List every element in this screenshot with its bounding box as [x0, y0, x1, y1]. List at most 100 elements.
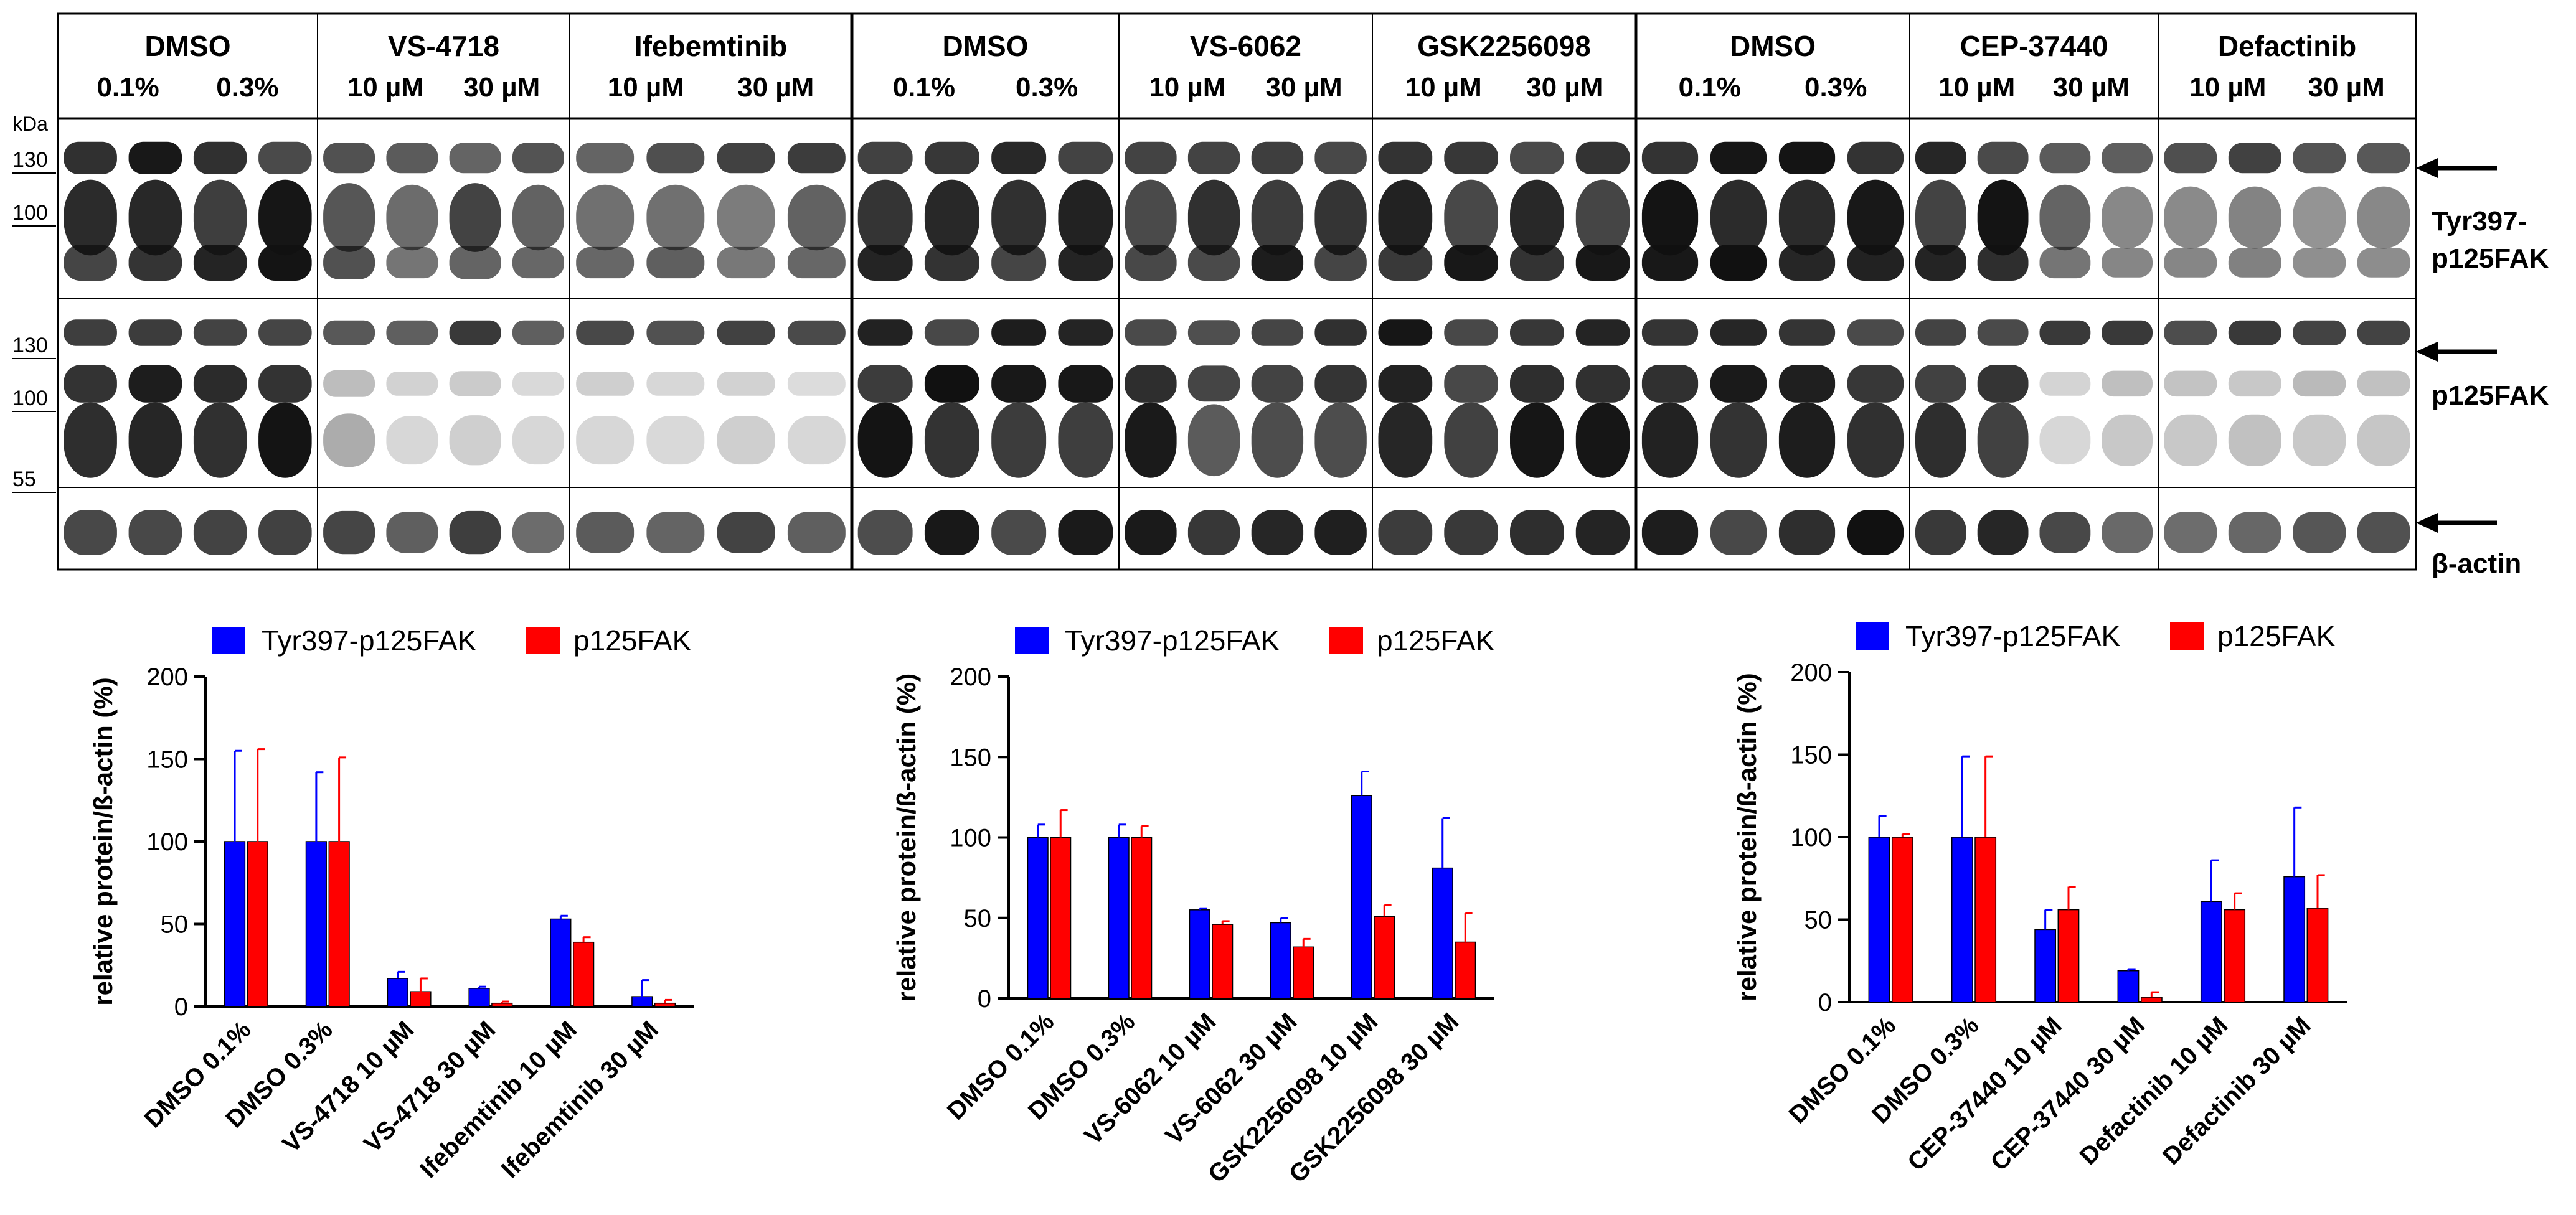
blot-band	[1444, 245, 1498, 281]
blot-band	[1915, 179, 1966, 256]
blot-band	[1778, 402, 1836, 478]
blot-band	[2164, 370, 2217, 397]
blot-band	[2228, 414, 2281, 466]
bar-p125fak	[410, 991, 432, 1007]
blot-band	[646, 246, 705, 279]
blot-band	[449, 415, 501, 466]
blot-band	[1444, 402, 1498, 478]
blot-band	[1977, 179, 2029, 256]
blot-band	[857, 179, 913, 256]
blot-band	[1251, 402, 1304, 478]
y-tick-label: 150	[950, 744, 991, 771]
y-tick-label: 200	[1790, 659, 1832, 687]
blot-band	[1778, 141, 1836, 174]
blot-band	[717, 184, 775, 251]
blot-band	[386, 143, 438, 174]
blot-band	[1847, 510, 1904, 555]
kda-marker: 100	[12, 387, 48, 410]
bar-tyr397	[387, 978, 408, 1007]
blot-band	[1058, 510, 1113, 555]
blot-band	[1915, 510, 1966, 555]
blot-band	[717, 246, 775, 279]
blot-band	[386, 246, 438, 279]
blot-band	[1378, 245, 1433, 281]
blot-band	[2102, 143, 2153, 174]
bar-tyr397	[550, 918, 572, 1007]
blot-band	[1778, 319, 1836, 346]
blot-band	[1641, 319, 1699, 346]
bar-p125fak	[1050, 837, 1072, 999]
blot-band	[1641, 141, 1699, 174]
blot-band	[787, 143, 846, 174]
blot-concentration: 0.1%	[1679, 72, 1741, 103]
blot-band	[1444, 365, 1498, 403]
blot-band	[64, 365, 117, 403]
blot-band	[2228, 143, 2281, 174]
blot-band	[64, 319, 117, 346]
blot-band	[2039, 416, 2091, 465]
y-tick-label: 150	[1790, 742, 1832, 769]
bar-tyr397	[1108, 837, 1130, 999]
blot-band	[1710, 141, 1767, 174]
blot-band	[576, 320, 635, 345]
blot-band	[1575, 179, 1630, 256]
kda-marker: 55	[12, 467, 36, 491]
blot-band	[1510, 141, 1564, 174]
x-tick-label: Ifebemtinib 30 µM	[496, 1016, 664, 1183]
blot-band	[2039, 512, 2091, 553]
blot-group-name: Ifebemtinib	[635, 30, 787, 62]
blot-band	[64, 141, 117, 174]
blot-band	[1778, 510, 1836, 555]
target-label: Tyr397-	[2432, 206, 2527, 237]
bar-tyr397	[2200, 901, 2222, 1003]
bar-p125fak	[1131, 837, 1153, 999]
blot-band	[64, 245, 117, 281]
blot-band	[1314, 365, 1367, 403]
blot-band	[1125, 402, 1177, 478]
blot-band	[64, 510, 117, 555]
y-tick-label: 0	[978, 985, 991, 1013]
blot-band	[1510, 365, 1564, 403]
blot-concentration: 0.1%	[97, 72, 159, 103]
blot-concentration: 0.1%	[893, 72, 955, 103]
blot-band	[646, 416, 705, 465]
blot-band	[646, 143, 705, 174]
bar-tyr397	[2283, 876, 2306, 1003]
blot-band	[1710, 402, 1767, 478]
blot-band	[576, 372, 635, 396]
blot-band	[2293, 186, 2346, 249]
blot-band	[1778, 365, 1836, 403]
blot-band	[1378, 179, 1433, 256]
bar-p125fak	[573, 941, 595, 1007]
blot-band	[787, 372, 846, 396]
blot-band	[787, 512, 846, 553]
blot-band	[1575, 365, 1630, 403]
blot-band	[576, 184, 635, 251]
blot-band	[449, 371, 501, 396]
blot-band	[512, 320, 564, 345]
bar-tyr397	[2117, 970, 2140, 1003]
bar-tyr397	[1432, 867, 1453, 999]
blot-band	[1847, 141, 1904, 174]
blot-group-name: VS-6062	[1190, 30, 1301, 62]
blot-band	[323, 320, 375, 345]
blot-band	[2039, 320, 2091, 345]
legend-swatch-tyr397	[1856, 622, 1889, 650]
blot-band	[1314, 319, 1367, 346]
blot-band	[1915, 319, 1966, 346]
bar-p125fak	[2306, 908, 2329, 1003]
blot-band	[2228, 186, 2281, 249]
blot-band	[576, 143, 635, 174]
blot-band	[1510, 319, 1564, 346]
blot-band	[2102, 186, 2153, 249]
kda-marker: 130	[12, 148, 48, 172]
blot-band	[258, 365, 312, 403]
blot-band	[258, 319, 312, 346]
y-tick-label: 100	[1790, 824, 1832, 851]
bar-tyr397	[1351, 795, 1372, 999]
blot-band	[1641, 365, 1699, 403]
blot-band	[323, 370, 375, 397]
blot-band	[857, 510, 913, 555]
blot-band	[1314, 510, 1367, 555]
blot-band	[2357, 248, 2410, 278]
